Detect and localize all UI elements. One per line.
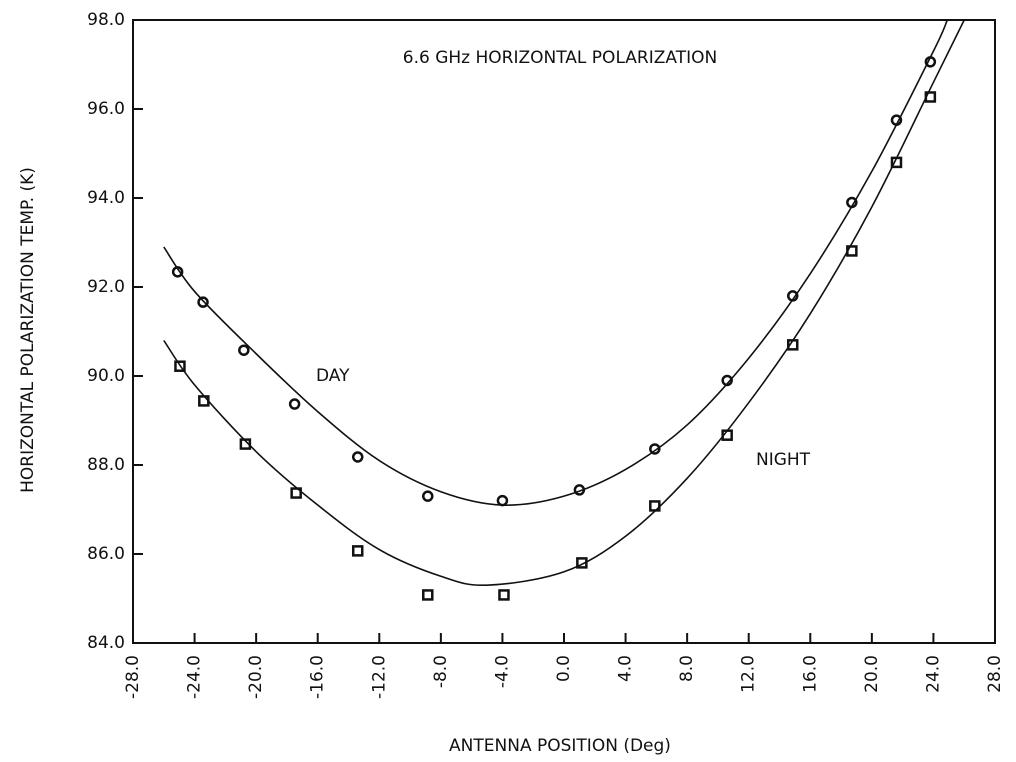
- y-tick-label: 94.0: [87, 188, 125, 208]
- y-tick-label: 98.0: [87, 10, 125, 30]
- night-point: [890, 156, 903, 169]
- night-point: [498, 589, 510, 601]
- y-tick-label: 96.0: [87, 99, 125, 119]
- x-tick-label: -24.0: [185, 655, 205, 699]
- night-point: [786, 339, 799, 351]
- night-point: [174, 360, 186, 372]
- x-tick-label: 16.0: [800, 655, 820, 693]
- day-point: [171, 266, 184, 278]
- y-axis-label: HORIZONTAL POLARIZATION TEMP. (K): [18, 167, 38, 493]
- day-point: [649, 443, 661, 455]
- x-tick-label: 8.0: [677, 655, 697, 682]
- x-tick-label: 0.0: [554, 655, 574, 682]
- night-point: [846, 245, 858, 257]
- night-point: [649, 500, 661, 512]
- series-label: DAY: [316, 366, 350, 386]
- y-tick-label: 86.0: [87, 544, 125, 564]
- day-point: [924, 56, 937, 68]
- chart-title: 6.6 GHz HORIZONTAL POLARIZATION: [403, 48, 717, 68]
- day-point: [496, 494, 509, 507]
- night-point: [721, 429, 733, 441]
- night-point: [198, 395, 210, 407]
- day-point: [351, 451, 364, 463]
- fit-curve: [163, 19, 949, 506]
- y-tick-label: 90.0: [87, 366, 125, 386]
- x-tick-label: -20.0: [246, 655, 266, 699]
- day-point: [422, 490, 434, 502]
- day-point: [890, 114, 903, 126]
- x-tick-label: 28.0: [985, 655, 1005, 693]
- plot-frame: [132, 19, 996, 644]
- y-tick-label: 92.0: [87, 277, 125, 297]
- day-point: [288, 398, 301, 410]
- day-point: [573, 484, 586, 496]
- fit-curve: [163, 19, 965, 587]
- series-label: NIGHT: [756, 450, 811, 470]
- night-point: [422, 589, 434, 601]
- day-point: [238, 344, 250, 356]
- night-point: [351, 545, 364, 557]
- x-axis-label: ANTENNA POSITION (Deg): [449, 736, 671, 756]
- day-point: [786, 290, 799, 302]
- x-tick-label: -28.0: [123, 655, 143, 699]
- x-tick-label: 24.0: [923, 655, 943, 693]
- night-point: [576, 557, 588, 569]
- day-point: [721, 374, 733, 387]
- y-tick-label: 88.0: [87, 455, 125, 475]
- x-tick-label: -8.0: [431, 655, 451, 688]
- x-tick-label: 12.0: [739, 655, 759, 693]
- x-tick-label: 4.0: [616, 655, 636, 682]
- y-tick-label: 84.0: [87, 633, 125, 653]
- night-point: [924, 91, 937, 103]
- x-tick-label: -4.0: [492, 655, 512, 688]
- day-point: [846, 196, 858, 209]
- day-point: [197, 296, 209, 308]
- night-point: [290, 487, 302, 499]
- x-tick-label: 20.0: [862, 655, 882, 693]
- x-tick-label: -12.0: [369, 655, 389, 699]
- x-tick-label: -16.0: [308, 655, 328, 699]
- night-point: [239, 438, 252, 450]
